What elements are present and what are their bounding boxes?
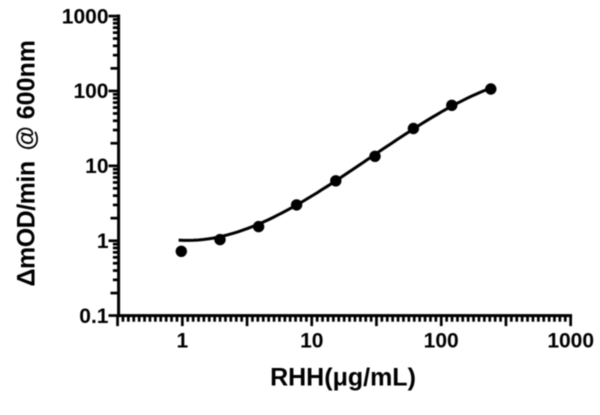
svg-text:10: 10 bbox=[300, 330, 323, 353]
svg-text:ΔmOD/min: ΔmOD/min bbox=[13, 161, 41, 286]
svg-text:1: 1 bbox=[176, 330, 188, 353]
svg-text:100: 100 bbox=[73, 80, 108, 103]
svg-text:0.1: 0.1 bbox=[79, 305, 109, 328]
svg-text:100: 100 bbox=[424, 330, 459, 353]
svg-text:RHH(μg/mL): RHH(μg/mL) bbox=[270, 364, 416, 392]
svg-text:@ 600nm: @ 600nm bbox=[13, 40, 41, 151]
svg-text:1000: 1000 bbox=[62, 5, 109, 28]
svg-text:1000: 1000 bbox=[547, 330, 594, 353]
svg-text:1: 1 bbox=[97, 230, 109, 253]
svg-text:10: 10 bbox=[85, 155, 108, 178]
